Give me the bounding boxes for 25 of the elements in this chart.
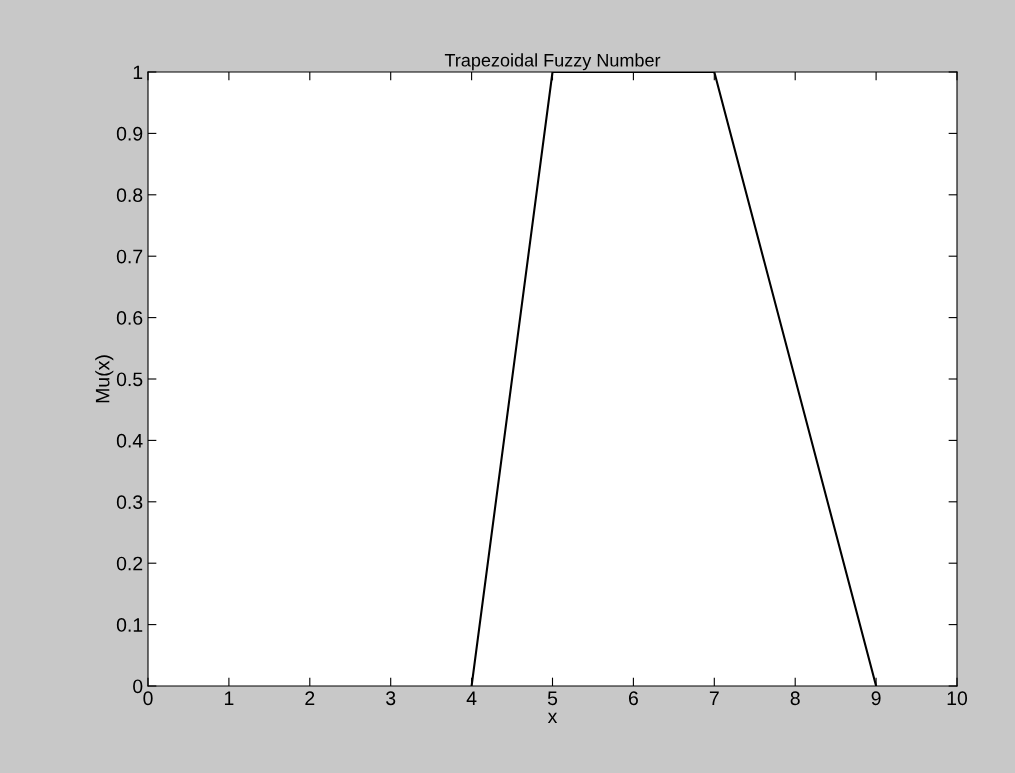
x-axis-title: x	[547, 712, 558, 724]
chart-title: Trapezoidal Fuzzy Number	[444, 53, 661, 71]
y-axis-title: Mu(x)	[95, 355, 114, 403]
x-tick-label: 4	[466, 691, 477, 705]
y-tick-label: 0.7	[116, 249, 143, 264]
y-tick-label: 0.6	[116, 311, 143, 325]
y-tick-label: 1	[133, 65, 143, 80]
y-tick-label: 0.3	[116, 495, 143, 510]
x-tick-label: 6	[628, 691, 638, 706]
y-tick-label: 0	[133, 679, 143, 694]
y-tick-label: 0.2	[116, 556, 143, 571]
x-tick-label: 5	[547, 691, 558, 706]
y-tick-label: 0.1	[116, 618, 143, 632]
y-tick-label: 0.5	[116, 372, 143, 387]
x-tick-label: 7	[709, 691, 719, 705]
y-tick-label: 0.9	[116, 126, 143, 141]
x-tick-label: 2	[305, 691, 315, 705]
x-tick-label: 3	[386, 691, 396, 706]
y-tick-label: 0.4	[116, 433, 143, 448]
x-tick-label: 9	[871, 691, 881, 706]
x-tick-label: 8	[790, 691, 800, 706]
y-tick-label: 0.8	[116, 188, 143, 203]
x-tick-label: 1	[224, 691, 234, 705]
x-tick-label: 10	[947, 691, 968, 706]
x-tick-label: 0	[143, 691, 153, 706]
